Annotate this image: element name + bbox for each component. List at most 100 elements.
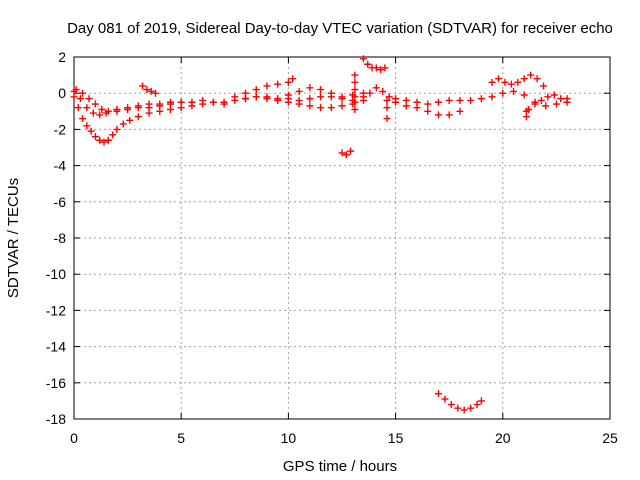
data-point [488,93,496,101]
data-point [242,95,250,103]
series-track-f [242,93,357,112]
data-point [252,86,260,94]
data-point [383,104,391,112]
y-axis: 2 0 -2 -4 -6 -8 -10 -12 -14 -16 -18 [46,49,610,427]
data-point [87,127,95,135]
x-tick-label: 5 [177,430,185,446]
data-point [402,96,410,104]
data-point [499,89,507,97]
data-point [351,71,359,79]
data-point [306,84,314,92]
series-track-d [139,82,159,97]
y-tick-label: -8 [54,230,67,246]
data-point [119,120,127,128]
data-point [537,96,545,104]
data-point [533,75,541,83]
data-point [126,116,134,124]
series-track-a [70,93,228,146]
data-point [447,401,455,409]
chart-title: Day 081 of 2019, Sidereal Day-to-day VTE… [67,20,613,37]
y-tick-label: -16 [46,375,66,391]
x-tick-label: 10 [281,430,297,446]
data-point [317,86,325,94]
data-point [424,107,432,115]
x-axis: 0 5 10 15 20 25 [70,57,618,446]
series-track-b [70,87,367,119]
data-point [527,71,535,79]
data-point [327,89,335,97]
data-points [70,55,571,414]
data-point [113,125,121,133]
data-point [295,87,303,95]
data-point [351,86,359,94]
data-point [514,78,522,86]
data-point [220,100,228,108]
grid [74,57,610,419]
data-point [91,133,99,141]
data-point [501,78,509,86]
data-point [104,107,112,115]
data-point [98,105,106,113]
data-point [342,151,350,159]
series-track-j [359,55,389,74]
data-point [199,96,207,104]
data-point [327,104,335,112]
data-point [372,84,380,92]
data-point [263,82,271,90]
data-point [289,75,297,83]
data-point [147,87,155,95]
data-point [96,136,104,144]
data-point [379,87,387,95]
data-point [347,147,355,155]
data-point [89,109,97,117]
series-track-m [383,96,391,123]
data-point [441,395,449,403]
data-point [445,111,453,119]
series-track-l [392,95,485,108]
y-tick-label: 2 [58,49,66,65]
data-point [377,66,385,74]
x-tick-label: 15 [388,430,404,446]
data-point [460,406,468,414]
data-point [76,95,84,103]
data-point [91,100,99,108]
data-point [317,93,325,101]
data-point [306,102,314,110]
data-point [434,111,442,119]
data-point [166,98,174,106]
data-point [151,89,159,97]
data-point [263,95,271,103]
data-point [338,93,346,101]
data-point [79,89,87,97]
series-track-i [351,71,359,113]
data-point [274,96,282,104]
data-point [231,93,239,101]
data-point [351,105,359,113]
data-point [83,104,91,112]
data-point [338,149,346,157]
data-point [520,75,528,83]
data-point [522,113,530,121]
data-point [477,397,485,405]
y-tick-label: -6 [54,194,67,210]
data-point [143,86,151,94]
data-point [495,75,503,83]
data-point [507,80,515,88]
data-point [456,107,464,115]
data-point [434,98,442,106]
data-point [284,91,292,99]
data-point [385,93,393,101]
data-point [104,136,112,144]
y-tick-label: 0 [58,85,66,101]
data-point [540,82,548,90]
data-point [139,82,147,90]
x-tick-label: 20 [495,430,511,446]
data-point [531,100,539,108]
y-axis-label: SDTVAR / TECUs [5,178,22,298]
data-point [188,98,196,106]
data-point [520,91,528,99]
data-point [338,102,346,110]
data-point [351,78,359,86]
data-point [317,104,325,112]
